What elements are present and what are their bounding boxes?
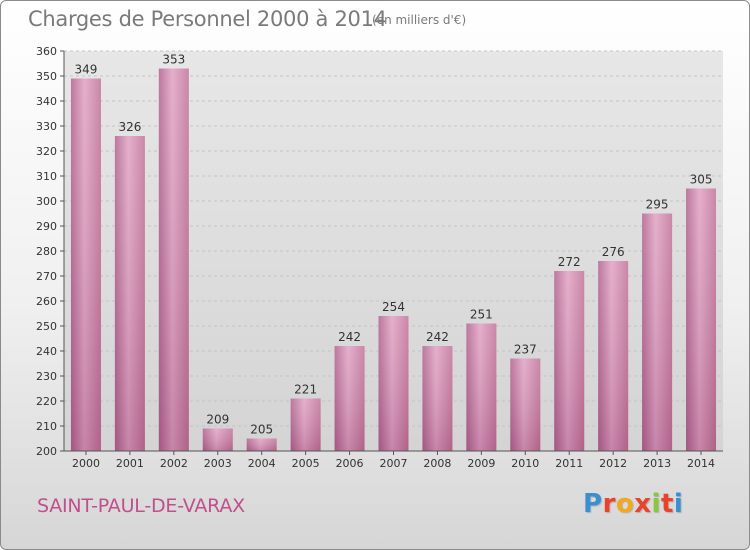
y-tick-label: 240 <box>36 345 57 358</box>
bar-value-label: 205 <box>250 423 273 437</box>
bar-shade <box>334 346 365 451</box>
logo-letter: t <box>660 489 674 519</box>
bar-shade <box>510 358 541 451</box>
bar-shade <box>686 188 717 451</box>
x-tick-label: 2013 <box>643 457 671 470</box>
bar-value-label: 353 <box>162 53 185 67</box>
x-tick-label: 2003 <box>204 457 232 470</box>
bar-value-label: 276 <box>602 245 625 259</box>
bar-value-label: 295 <box>646 198 669 212</box>
y-tick-label: 350 <box>36 70 57 83</box>
x-tick-label: 2011 <box>555 457 583 470</box>
bar-shade <box>422 346 453 451</box>
logo-letter: o <box>615 489 635 519</box>
bar-value-label: 242 <box>338 330 361 344</box>
logo-letter: P <box>583 489 603 519</box>
logo-letter: x <box>634 489 652 519</box>
bar-shade <box>642 213 673 451</box>
commune-name: SAINT-PAUL-DE-VARAX <box>37 495 246 517</box>
x-tick-label: 2010 <box>511 457 539 470</box>
bar-shade <box>554 271 585 451</box>
y-tick-label: 260 <box>36 295 57 308</box>
bar-value-label: 254 <box>382 300 405 314</box>
y-tick-label: 210 <box>36 420 57 433</box>
y-tick-label: 330 <box>36 120 57 133</box>
y-tick-label: 280 <box>36 245 57 258</box>
logo-letter: i <box>673 489 684 519</box>
x-tick-label: 2004 <box>248 457 276 470</box>
x-tick-label: 2008 <box>423 457 451 470</box>
bar-value-label: 326 <box>118 120 141 134</box>
bar-shade <box>202 428 233 451</box>
x-tick-label: 2001 <box>116 457 144 470</box>
y-tick-label: 220 <box>36 395 57 408</box>
x-tick-label: 2006 <box>336 457 364 470</box>
y-tick-label: 230 <box>36 370 57 383</box>
x-tick-label: 2012 <box>599 457 627 470</box>
bar-shade <box>70 78 101 451</box>
bar-value-label: 237 <box>514 343 537 357</box>
bar-value-label: 272 <box>558 255 581 269</box>
bar-value-label: 242 <box>426 330 449 344</box>
bar-value-label: 209 <box>206 413 229 427</box>
bar-value-label: 305 <box>690 173 713 187</box>
x-tick-label: 2007 <box>380 457 408 470</box>
bar-shade <box>290 398 321 451</box>
bar-shade <box>466 323 497 451</box>
bar-shade <box>378 316 409 451</box>
bar-shade <box>114 136 145 451</box>
bar-value-label: 251 <box>470 308 493 322</box>
y-tick-label: 360 <box>36 45 57 58</box>
x-tick-label: 2014 <box>687 457 715 470</box>
bar-value-label: 221 <box>294 383 317 397</box>
y-tick-label: 270 <box>36 270 57 283</box>
logo-letter: i <box>651 489 661 519</box>
proxiti-logo: Proxiti <box>583 489 683 519</box>
y-tick-label: 200 <box>36 445 57 458</box>
y-tick-label: 340 <box>36 95 57 108</box>
bar-shade <box>158 68 189 451</box>
x-tick-label: 2009 <box>467 457 495 470</box>
y-tick-label: 290 <box>36 220 57 233</box>
logo-letter: r <box>602 489 616 519</box>
y-tick-label: 320 <box>36 145 57 158</box>
x-tick-label: 2005 <box>292 457 320 470</box>
x-tick-label: 2002 <box>160 457 188 470</box>
y-tick-label: 250 <box>36 320 57 333</box>
y-tick-label: 300 <box>36 195 57 208</box>
y-tick-label: 310 <box>36 170 57 183</box>
bar-value-label: 349 <box>75 63 98 77</box>
x-tick-label: 2000 <box>72 457 100 470</box>
bar-shade <box>598 261 629 451</box>
chart-subtitle: (en milliers d'€) <box>372 13 467 27</box>
bar-shade <box>246 438 277 451</box>
chart-title: Charges de Personnel 2000 à 2014 <box>28 7 387 31</box>
